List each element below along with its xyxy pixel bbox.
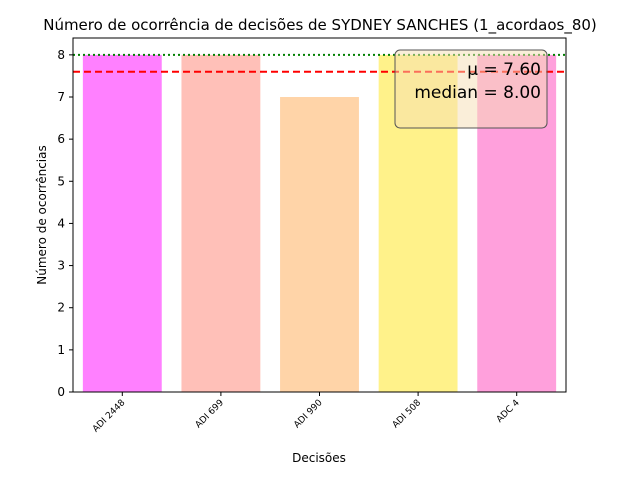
y-tick-label: 3	[57, 259, 65, 273]
stats-box-background	[394, 49, 548, 129]
mean-stat-label: μ = 7.60	[467, 60, 541, 80]
bar-adi-699	[181, 54, 261, 392]
y-axis-label: Número de ocorrências	[35, 145, 49, 285]
bar-adi-990	[280, 97, 359, 392]
x-tick-label: ADC 4	[495, 398, 522, 425]
stats-box: μ = 7.60 median = 8.00	[394, 49, 548, 129]
x-tick-label: ADI 508	[391, 398, 424, 431]
y-tick-label: 8	[57, 48, 65, 62]
y-tick-label: 5	[57, 174, 65, 188]
y-tick-label: 0	[57, 385, 65, 399]
x-axis-label: Decisões	[292, 451, 346, 465]
y-tick-label: 1	[57, 343, 65, 357]
x-tick-label: ADI 2448	[91, 398, 128, 435]
y-tick-label: 6	[57, 132, 65, 146]
y-tick-label: 4	[57, 216, 65, 230]
median-stat-label: median = 8.00	[414, 83, 541, 103]
x-axis-ticks: ADI 2448 ADI 699 ADI 990 ADI 508 ADC 4	[91, 392, 522, 434]
x-tick-label: ADI 699	[194, 398, 227, 431]
y-tick-label: 2	[57, 301, 65, 315]
chart-title: Número de ocorrência de decisões de SYDN…	[43, 16, 597, 35]
bar-adi-2448	[82, 54, 162, 392]
y-axis-ticks: 0 1 2 3 4 5 6 7 8	[57, 48, 73, 399]
x-tick-label: ADI 990	[292, 398, 325, 431]
y-tick-label: 7	[57, 90, 65, 104]
